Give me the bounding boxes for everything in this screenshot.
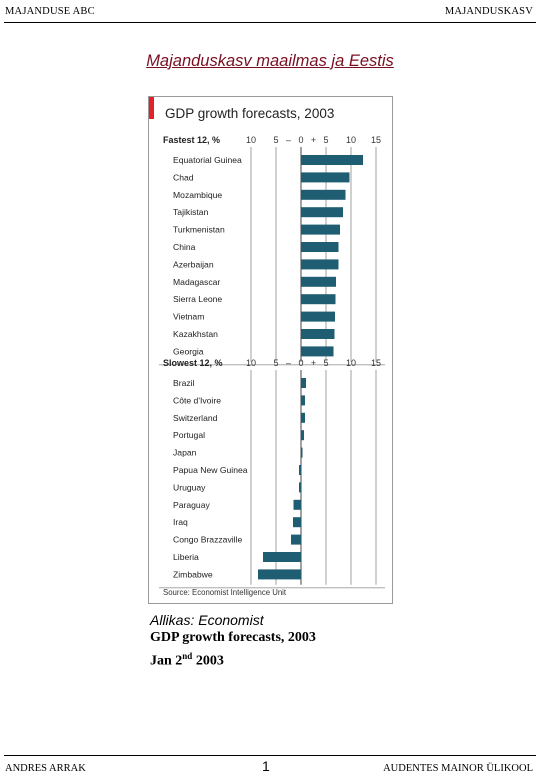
bar bbox=[301, 224, 340, 235]
category-label: Zimbabwe bbox=[173, 569, 213, 579]
category-label: Azerbaijan bbox=[173, 259, 214, 269]
bar bbox=[301, 430, 304, 441]
tick-label: + bbox=[311, 135, 316, 145]
tick-label: – bbox=[286, 358, 291, 368]
category-label: Portugal bbox=[173, 430, 205, 440]
category-label: Japan bbox=[173, 448, 197, 458]
category-label: Congo Brazzaville bbox=[173, 535, 242, 545]
category-label: Paraguay bbox=[173, 500, 210, 510]
header-left: MAJANDUSE ABC bbox=[5, 6, 95, 17]
category-label: Madagascar bbox=[173, 277, 220, 287]
bar bbox=[301, 207, 343, 218]
category-label: Papua New Guinea bbox=[173, 465, 248, 475]
caption-date-suffix: 2003 bbox=[192, 653, 224, 669]
page-title: Majanduskasv maailmas ja Eestis bbox=[146, 52, 394, 70]
category-label: Uruguay bbox=[173, 482, 206, 492]
bar bbox=[293, 499, 301, 510]
caption-date-sup: nd bbox=[182, 651, 193, 661]
category-label: Mozambique bbox=[173, 190, 222, 200]
title-accent bbox=[149, 97, 154, 119]
tick-label: 0 bbox=[298, 135, 303, 145]
chart-source: Source: Economist Intelligence Unit bbox=[163, 588, 287, 597]
bar bbox=[299, 482, 301, 493]
tick-label: + bbox=[311, 358, 316, 368]
tick-label: 10 bbox=[346, 135, 356, 145]
category-label: Iraq bbox=[173, 517, 188, 527]
gdp-growth-chart: GDP growth forecasts, 2003 Fastest 12, % 1… bbox=[149, 97, 385, 597]
tick-label: 10 bbox=[246, 358, 256, 368]
tick-label: 15 bbox=[371, 135, 381, 145]
tick-label: 0 bbox=[298, 358, 303, 368]
chart-title: GDP growth forecasts, 2003 bbox=[165, 106, 334, 121]
category-label: China bbox=[173, 242, 196, 252]
footer-left: ANDRES ARRAK bbox=[5, 763, 86, 774]
tick-label: 15 bbox=[371, 358, 381, 368]
caption-date: Jan 2nd 2003 bbox=[150, 647, 316, 671]
tick-label: 10 bbox=[346, 358, 356, 368]
footer-rule bbox=[4, 755, 536, 756]
bar bbox=[301, 189, 346, 200]
footer-right: AUDENTES MAINOR ÜLIKOOL bbox=[383, 763, 533, 774]
category-label: Vietnam bbox=[173, 312, 204, 322]
caption-date-prefix: Jan 2 bbox=[150, 653, 183, 669]
tick-label: 5 bbox=[273, 358, 278, 368]
category-label: Equatorial Guinea bbox=[173, 155, 242, 165]
bar bbox=[258, 569, 301, 580]
caption-title: GDP growth forecasts, 2003 bbox=[150, 630, 316, 645]
group-label: Fastest 12, % bbox=[163, 135, 220, 145]
category-label: Turkmenistan bbox=[173, 225, 225, 235]
category-label: Georgia bbox=[173, 346, 204, 356]
tick-label: 5 bbox=[323, 135, 328, 145]
bar bbox=[301, 276, 336, 287]
bar bbox=[301, 242, 339, 252]
bar bbox=[301, 447, 303, 458]
tick-label: 5 bbox=[323, 358, 328, 368]
category-label: Liberia bbox=[173, 552, 199, 562]
category-label: Côte d'Ivoire bbox=[173, 395, 221, 405]
header-right: MAJANDUSKASV bbox=[444, 6, 533, 17]
caption-source: Allikas: Economist bbox=[150, 612, 264, 628]
page-number: 1 bbox=[262, 758, 270, 774]
caption: Allikas: Economist GDP growth forecasts,… bbox=[150, 611, 316, 671]
group-label: Slowest 12, % bbox=[163, 358, 223, 368]
bar bbox=[301, 155, 363, 165]
bar bbox=[301, 294, 336, 305]
bar bbox=[301, 346, 334, 357]
bar bbox=[263, 552, 301, 562]
bar bbox=[301, 412, 305, 423]
bar bbox=[301, 378, 306, 388]
tick-label: 5 bbox=[273, 135, 278, 145]
chart-panel: GDP growth forecasts, 2003 Fastest 12, % 1… bbox=[148, 96, 393, 604]
category-label: Tajikistan bbox=[173, 207, 209, 217]
bar bbox=[301, 172, 350, 183]
tick-label: – bbox=[286, 135, 291, 145]
bar bbox=[293, 517, 301, 528]
tick-label: 10 bbox=[246, 135, 256, 145]
category-label: Brazil bbox=[173, 378, 195, 388]
category-label: Switzerland bbox=[173, 413, 218, 423]
bar bbox=[301, 395, 305, 406]
bar bbox=[301, 311, 335, 322]
header-rule bbox=[4, 22, 536, 23]
category-label: Chad bbox=[173, 172, 194, 182]
category-label: Kazakhstan bbox=[173, 329, 218, 339]
bar bbox=[299, 465, 301, 475]
category-label: Sierra Leone bbox=[173, 294, 222, 304]
bar bbox=[291, 534, 301, 545]
bar bbox=[301, 329, 335, 339]
bar bbox=[301, 259, 339, 270]
